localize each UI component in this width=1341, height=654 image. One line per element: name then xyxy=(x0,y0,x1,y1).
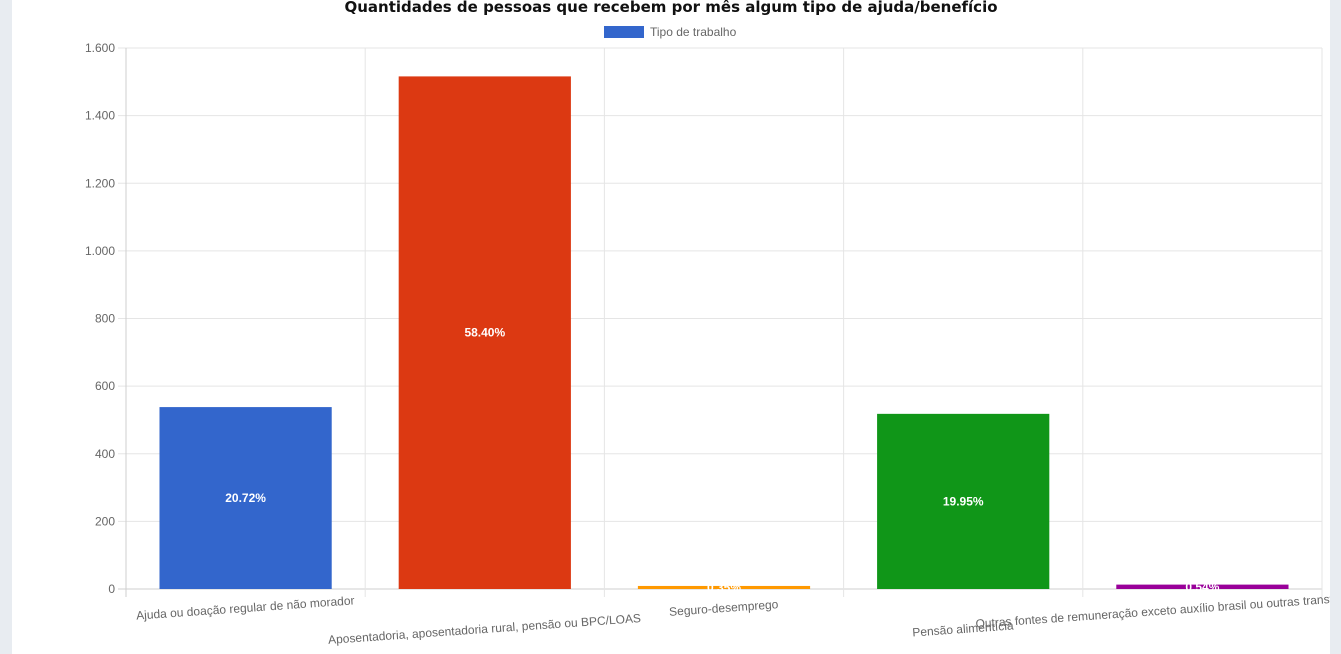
bar-data-label: 0.35% xyxy=(707,580,741,594)
y-tick-label: 600 xyxy=(95,379,115,393)
bar[interactable] xyxy=(637,585,811,589)
y-axis: 0 200 400 600 800 1.000 1.200 1.400 1.600 xyxy=(85,41,115,596)
legend-label[interactable]: Tipo de trabalho xyxy=(650,25,737,39)
x-tick-label: Seguro-desemprego xyxy=(669,597,779,619)
x-tick-label: Aposentadoria, aposentadoria rural, pens… xyxy=(328,611,642,647)
x-tick-label: Ajuda ou doação regular de não morador xyxy=(136,593,355,622)
chart-title: Quantidades de pessoas que recebem por m… xyxy=(344,0,997,16)
bar[interactable] xyxy=(398,76,571,590)
y-tick-label: 0 xyxy=(108,582,115,596)
bar-data-label: 58.40% xyxy=(464,326,505,340)
bar-data-label: 19.95% xyxy=(943,494,984,508)
y-tick-label: 200 xyxy=(95,514,115,528)
bar[interactable] xyxy=(1116,584,1289,589)
y-tick-label: 800 xyxy=(95,312,115,326)
bar-chart: Quantidades de pessoas que recebem por m… xyxy=(85,0,1330,647)
bar-data-label: 20.72% xyxy=(225,491,266,505)
bars xyxy=(159,76,1289,590)
chart-panel: Quantidades de pessoas que recebem por m… xyxy=(12,0,1330,654)
bar[interactable] xyxy=(877,413,1050,589)
x-tick-label: Outras fontes de remuneração exceto auxí… xyxy=(975,585,1330,631)
bar[interactable] xyxy=(159,407,332,589)
y-tick-label: 1.200 xyxy=(85,176,115,190)
legend-swatch[interactable] xyxy=(604,26,644,38)
y-tick-label: 400 xyxy=(95,447,115,461)
y-tick-label: 1.600 xyxy=(85,41,115,55)
data-labels: 20.72% 58.40% 0.35% 19.95% 0.54% xyxy=(225,326,1219,595)
y-tick-label: 1.000 xyxy=(85,244,115,258)
y-tick-label: 1.400 xyxy=(85,109,115,123)
bar-data-label: 0.54% xyxy=(1185,580,1219,594)
legend[interactable]: Tipo de trabalho xyxy=(604,25,737,39)
